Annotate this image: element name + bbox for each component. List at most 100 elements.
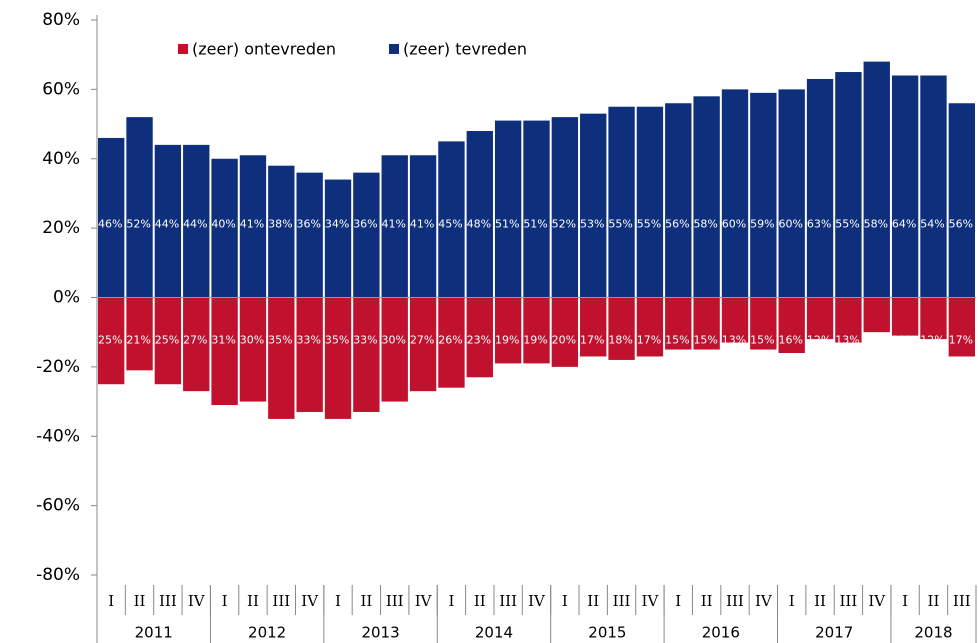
bar — [353, 172, 380, 298]
bar — [126, 297, 153, 371]
bar — [863, 297, 890, 333]
value-label: 13% — [835, 334, 859, 347]
bar — [750, 297, 777, 350]
bar — [636, 106, 664, 298]
value-label: 30% — [382, 334, 406, 347]
bar — [353, 297, 380, 412]
x-tick-label: IV — [755, 592, 773, 610]
bar — [239, 297, 267, 402]
y-tick-label: -20% — [36, 357, 80, 377]
x-tick-label: III — [499, 592, 517, 610]
year-label: 2012 — [248, 624, 286, 642]
value-label: 52% — [126, 218, 150, 231]
x-tick-label: III — [272, 592, 290, 610]
x-tick-label: III — [386, 592, 404, 610]
year-label: 2016 — [702, 624, 740, 642]
value-label: 52% — [552, 218, 576, 231]
bar — [580, 297, 607, 357]
x-tick-label: II — [360, 592, 372, 610]
x-tick-label: III — [953, 592, 971, 610]
value-label: 40% — [211, 218, 235, 231]
bar — [409, 297, 437, 392]
bar — [891, 75, 919, 298]
bar — [494, 120, 522, 298]
x-tick-label: II — [701, 592, 713, 610]
value-label: 26% — [438, 334, 462, 347]
x-tick-label: I — [675, 592, 681, 610]
bar — [466, 297, 493, 378]
y-tick-label: -60% — [36, 496, 80, 516]
x-tick-label: I — [789, 592, 795, 610]
y-tick-label: -80% — [36, 565, 80, 585]
x-tick-label: IV — [301, 592, 319, 610]
value-label: 58% — [864, 218, 888, 231]
bar — [268, 297, 295, 419]
x-tick-label: IV — [528, 592, 546, 610]
value-label: 15% — [750, 334, 774, 347]
value-label: 63% — [807, 218, 831, 231]
value-label: 55% — [637, 218, 661, 231]
bar — [580, 113, 607, 298]
bar — [665, 297, 692, 350]
value-label: 17% — [949, 334, 973, 347]
bar — [806, 78, 834, 298]
value-label: 12% — [807, 334, 831, 347]
value-label: 21% — [126, 334, 150, 347]
bar — [948, 103, 975, 298]
x-tick-label: II — [587, 592, 599, 610]
value-label: 38% — [268, 218, 292, 231]
value-label: 35% — [325, 334, 349, 347]
value-label: 55% — [835, 218, 859, 231]
value-label: 33% — [296, 334, 320, 347]
value-label: 11% — [892, 334, 916, 347]
bar — [324, 179, 352, 298]
value-label: 17% — [580, 334, 604, 347]
value-label: 35% — [268, 334, 292, 347]
bar — [665, 103, 692, 298]
value-label: 64% — [892, 218, 916, 231]
bar — [523, 120, 550, 298]
bar — [693, 96, 720, 298]
value-label: 27% — [183, 334, 207, 347]
value-label: 56% — [665, 218, 689, 231]
bar — [806, 297, 834, 340]
value-label: 48% — [467, 218, 491, 231]
bar — [494, 297, 522, 364]
bar — [126, 117, 153, 298]
value-label: 60% — [722, 218, 746, 231]
value-label: 36% — [353, 218, 377, 231]
value-label: 25% — [155, 334, 179, 347]
value-label: 41% — [410, 218, 434, 231]
x-tick-label: I — [562, 592, 568, 610]
bar — [636, 297, 664, 357]
value-label: 41% — [240, 218, 264, 231]
value-label: 44% — [155, 218, 179, 231]
bar — [296, 172, 323, 298]
value-label: 58% — [693, 218, 717, 231]
value-label: 46% — [98, 218, 122, 231]
x-tick-label: II — [247, 592, 259, 610]
value-label: 41% — [382, 218, 406, 231]
value-label: 44% — [183, 218, 207, 231]
bar — [891, 297, 919, 336]
bar — [835, 72, 862, 298]
year-label: 2014 — [475, 624, 513, 642]
year-label: 2011 — [135, 624, 173, 642]
bar — [608, 297, 635, 360]
x-tick-label: III — [726, 592, 744, 610]
value-label: 10% — [864, 334, 888, 347]
bar — [268, 165, 295, 298]
bar — [778, 297, 805, 353]
value-label: 15% — [665, 334, 689, 347]
x-tick-label: I — [222, 592, 228, 610]
x-tick-label: II — [134, 592, 146, 610]
x-tick-label: III — [840, 592, 858, 610]
bar — [211, 297, 238, 406]
bar — [551, 117, 579, 298]
y-tick-label: 80% — [42, 10, 80, 30]
x-tick-label: IV — [642, 592, 660, 610]
bar — [239, 155, 267, 298]
bar — [154, 144, 182, 298]
bar — [835, 297, 862, 343]
